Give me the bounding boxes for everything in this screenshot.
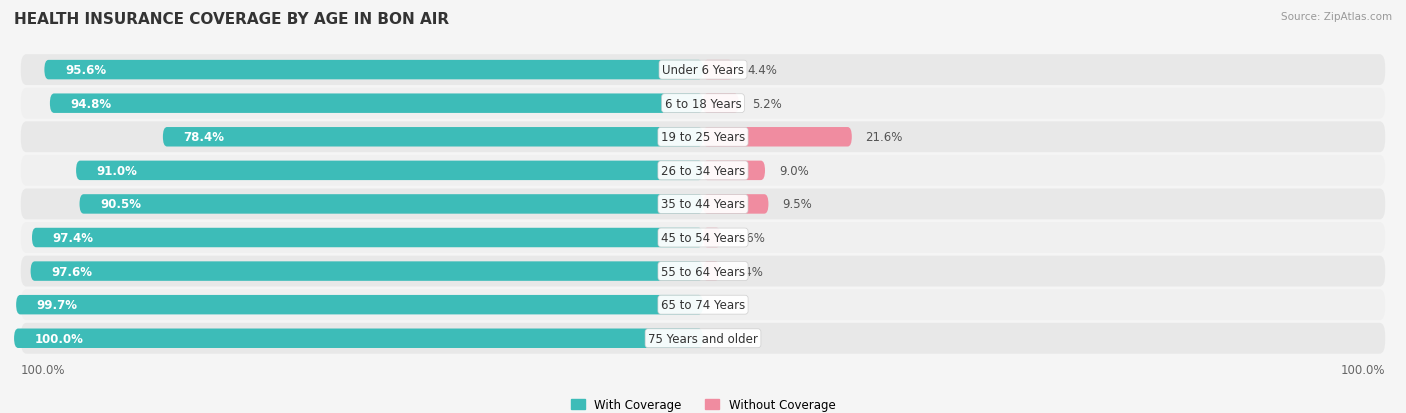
- Text: 4.4%: 4.4%: [747, 64, 778, 77]
- FancyBboxPatch shape: [76, 161, 703, 180]
- FancyBboxPatch shape: [14, 329, 703, 348]
- Text: 9.5%: 9.5%: [782, 198, 813, 211]
- FancyBboxPatch shape: [21, 88, 1385, 119]
- Text: 21.6%: 21.6%: [866, 131, 903, 144]
- Text: 5.2%: 5.2%: [752, 97, 782, 110]
- Text: 2.6%: 2.6%: [735, 231, 765, 244]
- Text: 95.6%: 95.6%: [65, 64, 107, 77]
- FancyBboxPatch shape: [703, 128, 852, 147]
- Legend: With Coverage, Without Coverage: With Coverage, Without Coverage: [565, 393, 841, 413]
- Text: 90.5%: 90.5%: [100, 198, 141, 211]
- FancyBboxPatch shape: [21, 223, 1385, 253]
- FancyBboxPatch shape: [21, 189, 1385, 220]
- FancyBboxPatch shape: [21, 55, 1385, 86]
- Text: 94.8%: 94.8%: [70, 97, 111, 110]
- FancyBboxPatch shape: [21, 156, 1385, 186]
- FancyBboxPatch shape: [703, 161, 765, 180]
- Text: 100.0%: 100.0%: [21, 363, 66, 377]
- Text: 55 to 64 Years: 55 to 64 Years: [661, 265, 745, 278]
- Text: Under 6 Years: Under 6 Years: [662, 64, 744, 77]
- Text: 91.0%: 91.0%: [97, 164, 138, 178]
- Text: Source: ZipAtlas.com: Source: ZipAtlas.com: [1281, 12, 1392, 22]
- FancyBboxPatch shape: [32, 228, 703, 248]
- FancyBboxPatch shape: [49, 94, 703, 114]
- Text: 45 to 54 Years: 45 to 54 Years: [661, 231, 745, 244]
- FancyBboxPatch shape: [703, 262, 720, 281]
- FancyBboxPatch shape: [163, 128, 703, 147]
- Text: 26 to 34 Years: 26 to 34 Years: [661, 164, 745, 178]
- Text: 19 to 25 Years: 19 to 25 Years: [661, 131, 745, 144]
- Text: 65 to 74 Years: 65 to 74 Years: [661, 299, 745, 311]
- FancyBboxPatch shape: [80, 195, 703, 214]
- Text: 100.0%: 100.0%: [1340, 363, 1385, 377]
- FancyBboxPatch shape: [45, 61, 703, 80]
- Text: 75 Years and older: 75 Years and older: [648, 332, 758, 345]
- Text: 97.6%: 97.6%: [51, 265, 93, 278]
- FancyBboxPatch shape: [21, 122, 1385, 153]
- Text: 2.4%: 2.4%: [734, 265, 763, 278]
- FancyBboxPatch shape: [15, 295, 703, 315]
- Text: 35 to 44 Years: 35 to 44 Years: [661, 198, 745, 211]
- Text: 99.7%: 99.7%: [37, 299, 77, 311]
- Text: 9.0%: 9.0%: [779, 164, 808, 178]
- Text: 100.0%: 100.0%: [35, 332, 83, 345]
- FancyBboxPatch shape: [21, 290, 1385, 320]
- Text: HEALTH INSURANCE COVERAGE BY AGE IN BON AIR: HEALTH INSURANCE COVERAGE BY AGE IN BON …: [14, 12, 449, 27]
- Text: 97.4%: 97.4%: [52, 231, 94, 244]
- FancyBboxPatch shape: [703, 228, 721, 248]
- FancyBboxPatch shape: [21, 256, 1385, 287]
- FancyBboxPatch shape: [703, 94, 738, 114]
- Text: 6 to 18 Years: 6 to 18 Years: [665, 97, 741, 110]
- FancyBboxPatch shape: [703, 61, 734, 80]
- Text: 78.4%: 78.4%: [184, 131, 225, 144]
- FancyBboxPatch shape: [703, 195, 769, 214]
- FancyBboxPatch shape: [21, 323, 1385, 354]
- FancyBboxPatch shape: [31, 262, 703, 281]
